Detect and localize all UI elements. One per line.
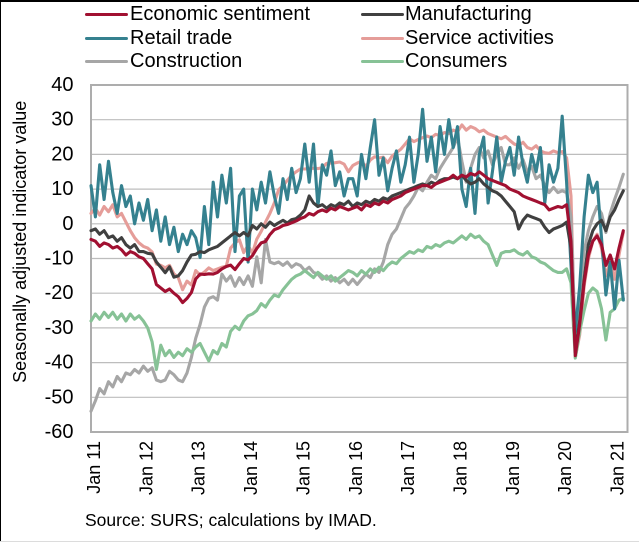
svg-text:Jan 13: Jan 13 xyxy=(189,441,209,495)
svg-text:-60: -60 xyxy=(45,421,74,443)
svg-text:Jan 17: Jan 17 xyxy=(398,441,418,495)
svg-text:Jan 16: Jan 16 xyxy=(346,441,366,495)
svg-text:30: 30 xyxy=(51,109,73,131)
svg-text:Jan 11: Jan 11 xyxy=(84,441,104,494)
svg-text:20: 20 xyxy=(51,143,73,165)
svg-text:Seasonally adjusted indicator: Seasonally adjusted indicator value xyxy=(10,101,30,383)
svg-text:0: 0 xyxy=(62,213,73,235)
svg-text:Jan 20: Jan 20 xyxy=(555,441,575,495)
svg-text:Jan 18: Jan 18 xyxy=(451,441,471,495)
svg-text:40: 40 xyxy=(51,74,73,96)
svg-text:Jan 15: Jan 15 xyxy=(293,441,313,495)
svg-text:Jan 14: Jan 14 xyxy=(241,441,261,495)
svg-text:-40: -40 xyxy=(45,352,74,374)
svg-text:-20: -20 xyxy=(45,282,74,304)
svg-text:-50: -50 xyxy=(45,386,74,408)
svg-text:-10: -10 xyxy=(45,248,74,270)
svg-text:-30: -30 xyxy=(45,317,74,339)
svg-text:Jan 12: Jan 12 xyxy=(136,441,156,495)
svg-text:Jan 19: Jan 19 xyxy=(503,441,523,495)
svg-text:Jan 21: Jan 21 xyxy=(608,441,628,495)
svg-text:10: 10 xyxy=(51,178,73,200)
